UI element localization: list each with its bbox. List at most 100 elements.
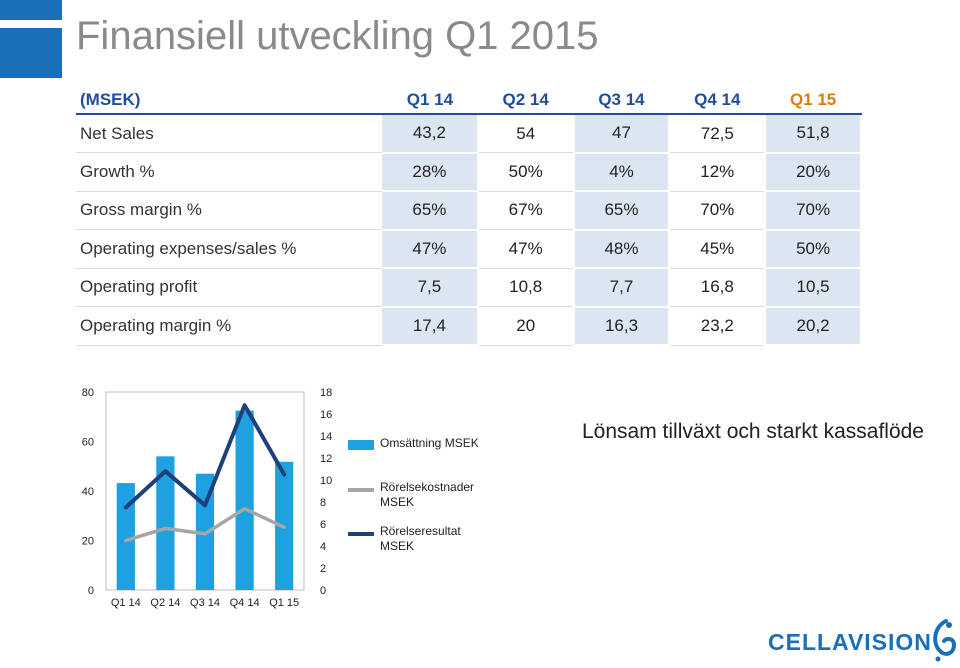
legend-item-profit: Rörelseresultat MSEK (348, 524, 498, 560)
table-cell: 10,5 (765, 268, 862, 308)
right-axis-tick-label: 16 (320, 409, 332, 421)
financial-table: (MSEK) Q1 14 Q2 14 Q3 14 Q4 14 Q1 15 Net… (76, 86, 862, 346)
right-axis-tick-label: 12 (320, 453, 332, 465)
table-cell: 17,4 (382, 306, 479, 346)
left-axis-tick-label: 0 (88, 585, 94, 597)
table-row: Net Sales 43,2 54 47 72,5 51,8 (76, 114, 862, 154)
header-accent-block (0, 0, 62, 20)
table-cell: 43,2 (382, 114, 479, 154)
row-label: Operating expenses/sales % (76, 229, 382, 269)
category-tick-label: Q1 14 (111, 597, 141, 609)
profit-point (203, 503, 207, 507)
table-cell: 23,2 (669, 306, 767, 346)
table-cell: 7,5 (382, 268, 479, 308)
profit-point (243, 403, 247, 407)
table-header-row: (MSEK) Q1 14 Q2 14 Q3 14 Q4 14 Q1 15 (76, 86, 861, 115)
combo-chart: 0 20 40 60 80 0 2 4 6 8 10 12 14 16 18 Q1 14 Q2 14 Q3 14 Q… (82, 387, 333, 609)
company-logo: CELLAVISION (768, 617, 958, 663)
table-cell: 10,8 (477, 268, 575, 307)
left-axis-tick-label: 60 (82, 437, 94, 449)
column-header: Q1 14 (382, 86, 478, 115)
legend-item-costs: Rörelsekostnader MSEK (348, 480, 498, 516)
profit-point (282, 473, 286, 476)
table-cell: 50% (765, 229, 862, 269)
page-title: Finansiell utveckling Q1 2015 (76, 14, 599, 58)
table-cell: 67% (477, 191, 575, 230)
legend-line-swatch (348, 488, 374, 492)
table-cell: 16,8 (669, 268, 767, 307)
right-axis-tick-label: 8 (320, 497, 326, 509)
right-axis-tick-label: 18 (320, 387, 332, 399)
left-axis-tick-label: 80 (82, 387, 94, 399)
table-cell: 70% (669, 191, 767, 230)
table-cell: 7,7 (573, 268, 671, 308)
legend-line-swatch (348, 532, 374, 536)
cost-point (282, 525, 286, 529)
table-cell: 20,2 (765, 306, 862, 346)
sales-bar (156, 456, 175, 590)
cost-point (124, 539, 128, 542)
table-cell: 12% (669, 152, 767, 192)
right-axis-tick-label: 4 (320, 541, 326, 553)
table-cell: 48% (573, 229, 671, 269)
sales-bar (235, 410, 254, 590)
row-label: Net Sales (76, 114, 382, 153)
table-cell: 70% (765, 191, 862, 231)
table-cell: 16,3 (573, 306, 671, 346)
row-label: Operating margin % (76, 306, 382, 346)
legend-label: Rörelseresultat MSEK (380, 524, 461, 553)
chart-legend: Omsättning MSEK Rörelsekostnader MSEK Rö… (348, 436, 498, 568)
sales-bar (116, 483, 135, 590)
table-cell: 72,5 (669, 114, 767, 153)
logo-wordmark: CELLAVISION (768, 629, 932, 655)
legend-label: Omsättning MSEK (380, 436, 479, 450)
column-header: Q4 14 (669, 86, 766, 115)
table-cell: 20 (477, 306, 575, 346)
category-tick-label: Q1 15 (269, 597, 299, 609)
profit-point (124, 506, 128, 509)
cost-point (163, 526, 167, 530)
header-accent-block-large (0, 28, 62, 78)
table-row: Operating expenses/sales % 47% 47% 48% 45% 50… (76, 229, 862, 269)
row-label: Growth % (76, 152, 382, 192)
right-axis-tick-label: 2 (320, 563, 326, 575)
row-label: Gross margin % (76, 191, 382, 230)
table-cell: 20% (765, 152, 862, 192)
legend-label: Rörelsekostnader MSEK (380, 480, 475, 509)
table-cell: 54 (477, 114, 575, 153)
column-header: Q3 14 (573, 86, 670, 115)
table-row: Operating margin % 17,4 20 16,3 23,2 20,2 (76, 306, 862, 346)
row-label: Operating profit (76, 268, 382, 307)
table-cell: 4% (573, 152, 671, 192)
cost-point (203, 532, 207, 536)
right-axis-tick-label: 6 (320, 519, 326, 531)
left-axis-tick-label: 40 (82, 486, 94, 498)
slogan: Lönsam tillväxt och starkt kassaflöde (582, 420, 924, 443)
table-cell: 51,8 (765, 114, 862, 154)
logo-swirl-icon (933, 619, 957, 662)
column-header-current: Q1 15 (765, 86, 861, 115)
column-header: Q2 14 (477, 86, 574, 115)
right-axis-tick-label: 14 (320, 431, 332, 443)
table-cell: 65% (573, 191, 671, 231)
table-row: Growth % 28% 50% 4% 12% 20% (76, 152, 862, 192)
legend-bar-swatch (348, 440, 374, 450)
left-axis-tick-label: 20 (82, 536, 94, 548)
category-tick-label: Q2 14 (150, 597, 180, 609)
table-cell: 47% (477, 229, 575, 269)
table-cell: 47% (382, 229, 479, 269)
table-cell: 65% (382, 191, 479, 231)
unit-header: (MSEK) (76, 86, 382, 115)
category-tick-label: Q3 14 (190, 597, 220, 609)
profit-point (163, 469, 167, 473)
cost-point (243, 507, 247, 511)
table-row: Gross margin % 65% 67% 65% 70% 70% (76, 191, 862, 231)
table-row: Operating profit 7,5 10,8 7,7 16,8 10,5 (76, 268, 862, 308)
table-cell: 28% (382, 152, 479, 192)
table-cell: 47 (573, 114, 671, 154)
right-axis-tick-label: 0 (320, 585, 326, 597)
table-cell: 45% (669, 229, 767, 269)
right-axis-tick-label: 10 (320, 475, 332, 487)
legend-item-sales: Omsättning MSEK (348, 436, 498, 472)
table-cell: 50% (477, 152, 575, 192)
